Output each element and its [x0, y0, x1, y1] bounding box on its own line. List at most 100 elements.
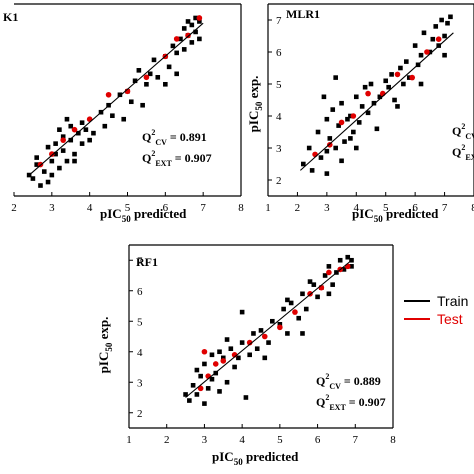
legend: Train Test: [404, 293, 468, 327]
mlr1-train-point: [318, 155, 324, 160]
rf1-train-point: [190, 383, 196, 388]
k1-train-point: [68, 137, 74, 143]
rf1-train-point: [288, 300, 294, 306]
rf1-train-point: [187, 398, 192, 403]
k1-train-point: [193, 15, 198, 21]
rf1-train-point: [285, 297, 290, 303]
k1-train-point: [189, 22, 195, 28]
rf1-x-tick-label-4: 4: [239, 434, 245, 446]
k1-train-point: [102, 123, 108, 129]
rf1-x-tick-label-5: 5: [277, 434, 283, 446]
k1-x-tick-label-4: 4: [87, 202, 93, 214]
k1-train-point: [166, 64, 172, 70]
mlr1-panel-label: MLR1: [286, 7, 320, 21]
rf1-x-tick-label-1: 1: [126, 434, 132, 446]
k1-train-point: [121, 116, 127, 122]
k1-train-point: [53, 141, 58, 146]
mlr1-train-point: [327, 136, 333, 141]
k1-train-point: [128, 99, 134, 105]
k1-train-point: [34, 162, 39, 167]
mlr1-train-point: [348, 113, 353, 119]
k1-train-point: [53, 151, 58, 157]
k1-train-point: [76, 130, 81, 136]
rf1-train-point: [315, 294, 320, 300]
rf1-train-point: [300, 331, 305, 336]
rf1-plot-area: [183, 254, 354, 406]
k1-train-point: [140, 102, 145, 108]
k1-train-point: [155, 75, 161, 80]
mlr1-y-tick-label-6: 6: [276, 47, 282, 59]
rf1-y-tick-label-6: 6: [137, 286, 143, 298]
k1-test-point: [60, 137, 66, 143]
k1-train-point: [110, 113, 115, 119]
mlr1-train-point: [392, 97, 397, 103]
k1-x-tick-label-8: 8: [238, 202, 244, 214]
rf1-train-point: [224, 337, 230, 342]
k1-train-point: [60, 148, 66, 153]
rf1-train-point: [281, 306, 286, 312]
k1-train-point: [72, 158, 77, 164]
mlr1-train-point: [321, 94, 327, 100]
mlr1-train-point: [356, 120, 362, 125]
k1-train-point: [170, 43, 176, 49]
k1-train-point: [57, 165, 62, 171]
mlr1-train-point: [309, 168, 315, 173]
rf1-y-tick-label-2: 2: [137, 408, 143, 420]
mlr1-y-tick-label-7: 7: [276, 15, 282, 27]
mlr1-train-point: [401, 81, 406, 87]
k1-train-point: [197, 36, 202, 42]
mlr1-train-point: [339, 100, 344, 106]
mlr1-x-tick-label-4: 4: [354, 202, 360, 214]
rf1-test-point: [197, 385, 204, 392]
k1-train-point: [34, 155, 39, 160]
mlr1-x-tick-label-7: 7: [442, 202, 448, 214]
mlr1-train-point: [324, 148, 330, 154]
k1-train-point: [163, 81, 168, 87]
k1-train-point: [185, 19, 191, 24]
k1-test-point: [71, 126, 78, 133]
rf1-stat-q2cv: Q2CV = 0.889: [316, 372, 381, 391]
k1-train-point: [38, 183, 43, 188]
legend-label-train: Train: [437, 293, 468, 309]
mlr1-test-point: [338, 119, 345, 126]
k1-train-point: [117, 92, 123, 98]
rf1-train-point: [296, 315, 302, 321]
mlr1-train-point: [353, 94, 359, 100]
k1-regression-line: [26, 22, 204, 178]
mlr1-train-point: [383, 78, 389, 84]
k1-x-tick-label-2: 2: [11, 202, 17, 214]
rf1-y-tick-label-7: 7: [137, 255, 143, 267]
rf1-train-point: [349, 264, 354, 269]
k1-train-point: [30, 176, 36, 181]
rf1-test-point: [277, 324, 283, 331]
k1-train-point: [45, 144, 51, 150]
k1-train-point: [41, 169, 47, 174]
k1-train-point: [64, 116, 70, 122]
mlr1-train-point: [404, 59, 409, 64]
rf1-train-point: [194, 367, 200, 373]
chart-panel-mlr1: 1 2 3 4 5 6 7 8 2 3 4 5 6 7 MLR1 pIC50 predicted pIC50 e…: [246, 3, 474, 224]
mlr1-train-point: [324, 116, 330, 122]
rf1-test-point: [261, 333, 268, 340]
rf1-x-tick-label-2: 2: [164, 434, 170, 446]
rf1-train-point: [326, 264, 332, 269]
mlr1-test-point: [409, 74, 416, 81]
k1-x-tick-label-3: 3: [49, 202, 55, 214]
k1-train-point: [45, 179, 51, 185]
k1-train-point: [151, 57, 157, 63]
mlr1-train-point: [395, 104, 400, 109]
mlr1-x-tick-label-2: 2: [295, 202, 301, 214]
mlr1-stat-q2ext: Q2EXT: [452, 143, 474, 162]
k1-train-point: [197, 19, 202, 24]
mlr1-x-axis-title: pIC50 predicted: [352, 206, 439, 224]
mlr1-regression-line: [300, 32, 454, 171]
mlr1-test-point: [350, 113, 357, 119]
rf1-train-point: [202, 361, 207, 367]
mlr1-train-point: [427, 49, 433, 55]
rf1-train-point: [277, 322, 283, 327]
mlr1-train-point: [445, 20, 450, 26]
k1-train-point: [60, 134, 66, 139]
rf1-y-axis-title: pIC50 exp.: [96, 317, 114, 374]
